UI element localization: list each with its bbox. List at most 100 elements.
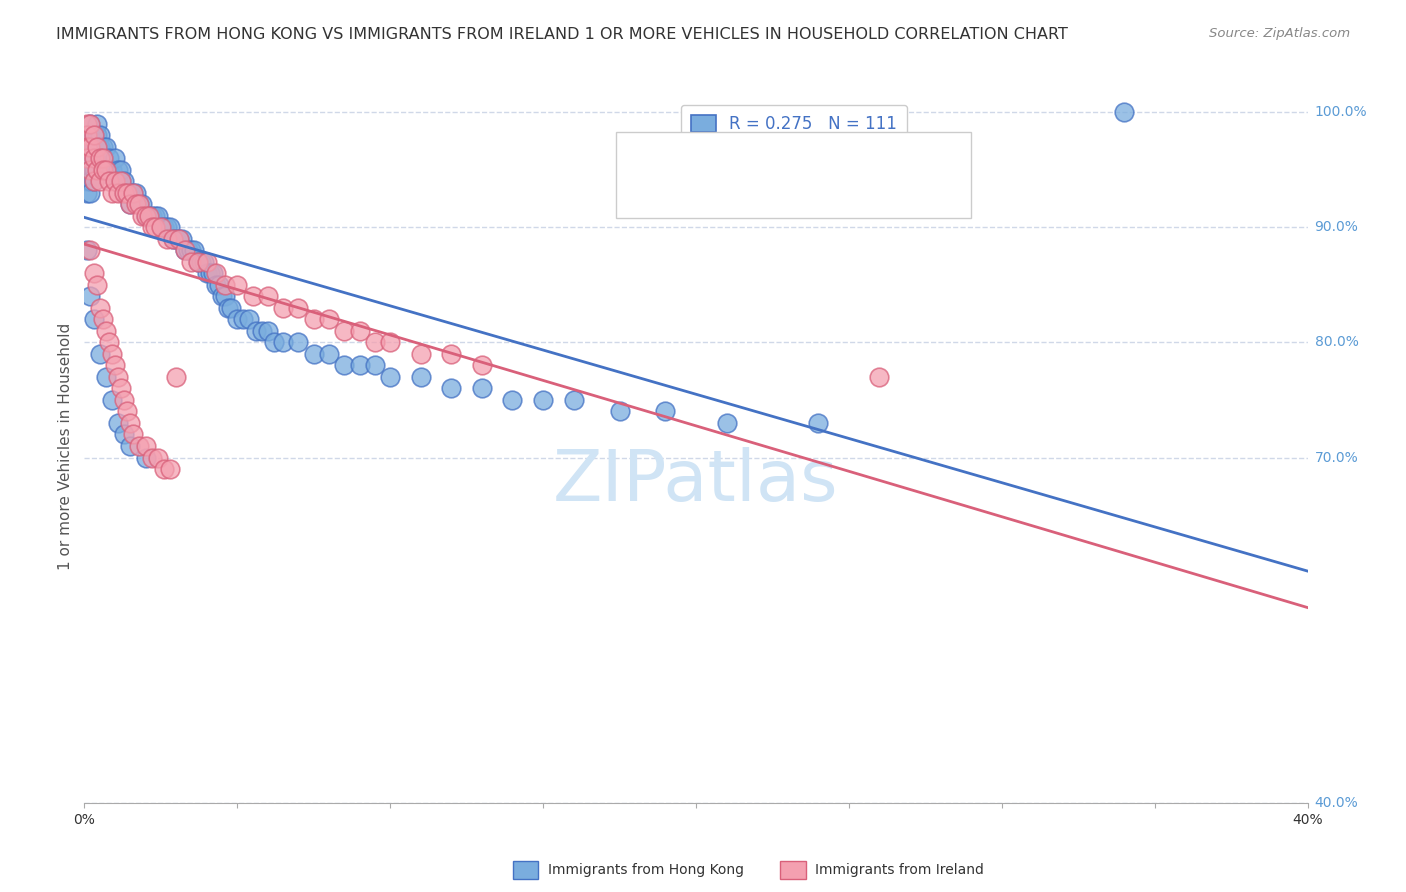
Point: [214, 277, 236, 292]
Point: [101, 186, 124, 200]
Point: [165, 370, 187, 384]
Point: [263, 335, 285, 350]
Point: [440, 381, 463, 395]
Point: [120, 439, 142, 453]
Point: [79, 117, 101, 131]
Text: 80.0%: 80.0%: [1315, 335, 1358, 350]
Point: [97, 335, 120, 350]
Point: [101, 347, 124, 361]
Point: [201, 266, 224, 280]
Point: [107, 162, 129, 177]
Point: [89, 151, 111, 165]
Point: [217, 301, 239, 315]
Point: [76, 186, 98, 200]
Point: [165, 232, 187, 246]
Point: [76, 140, 98, 154]
Point: [104, 174, 127, 188]
Text: ZIPatlas: ZIPatlas: [553, 447, 839, 516]
Text: 90.0%: 90.0%: [1315, 220, 1358, 235]
Point: [83, 128, 105, 143]
Point: [79, 289, 101, 303]
Point: [104, 359, 127, 373]
Point: [76, 151, 98, 165]
Point: [128, 197, 150, 211]
Point: [94, 162, 117, 177]
Point: [107, 186, 129, 200]
Point: [76, 140, 98, 154]
Point: [86, 117, 108, 131]
Point: [97, 151, 120, 165]
Point: [287, 335, 309, 350]
Point: [380, 370, 402, 384]
Point: [318, 312, 340, 326]
Point: [112, 186, 135, 200]
Point: [380, 335, 402, 350]
Point: [531, 392, 554, 407]
Point: [167, 232, 190, 246]
Point: [333, 359, 356, 373]
Point: [180, 244, 202, 258]
Point: [349, 359, 371, 373]
Point: [135, 439, 157, 453]
Point: [190, 255, 212, 269]
Point: [89, 174, 111, 188]
Point: [502, 392, 524, 407]
Point: [89, 151, 111, 165]
Point: [440, 347, 463, 361]
Point: [364, 359, 387, 373]
Point: [83, 162, 105, 177]
Point: [242, 289, 264, 303]
Point: [79, 128, 101, 143]
Text: 70.0%: 70.0%: [1315, 450, 1358, 465]
Point: [120, 197, 142, 211]
Point: [89, 301, 111, 315]
Point: [83, 174, 105, 188]
Point: [107, 416, 129, 430]
Point: [654, 404, 676, 418]
Point: [195, 255, 218, 269]
Point: [83, 140, 105, 154]
Point: [232, 312, 254, 326]
Point: [128, 197, 150, 211]
Point: [83, 312, 105, 326]
Point: [76, 128, 98, 143]
Text: 100.0%: 100.0%: [1315, 105, 1367, 120]
Point: [149, 220, 172, 235]
Point: [86, 162, 108, 177]
Point: [409, 347, 432, 361]
Point: [120, 197, 142, 211]
Point: [112, 186, 135, 200]
Point: [83, 128, 105, 143]
Point: [318, 347, 340, 361]
Point: [364, 335, 387, 350]
Point: [86, 140, 108, 154]
Point: [110, 381, 132, 395]
Point: [97, 162, 120, 177]
Point: [138, 209, 160, 223]
Point: [89, 140, 111, 154]
Point: [135, 209, 157, 223]
Point: [333, 324, 356, 338]
Point: [86, 128, 108, 143]
Point: [219, 301, 242, 315]
Point: [110, 174, 132, 188]
Point: [83, 266, 105, 280]
Point: [226, 277, 249, 292]
Legend: R = 0.275   N = 111, R = 0.286   N = 80: R = 0.275 N = 111, R = 0.286 N = 80: [681, 104, 907, 168]
Point: [245, 324, 267, 338]
Point: [79, 151, 101, 165]
Point: [143, 209, 166, 223]
Point: [104, 151, 127, 165]
Point: [156, 232, 179, 246]
Point: [91, 312, 114, 326]
Point: [86, 140, 108, 154]
Point: [112, 392, 135, 407]
Point: [91, 151, 114, 165]
Point: [562, 392, 585, 407]
Point: [89, 347, 111, 361]
Point: [143, 220, 166, 235]
Point: [257, 324, 280, 338]
Point: [302, 312, 325, 326]
Point: [146, 209, 169, 223]
Point: [83, 151, 105, 165]
